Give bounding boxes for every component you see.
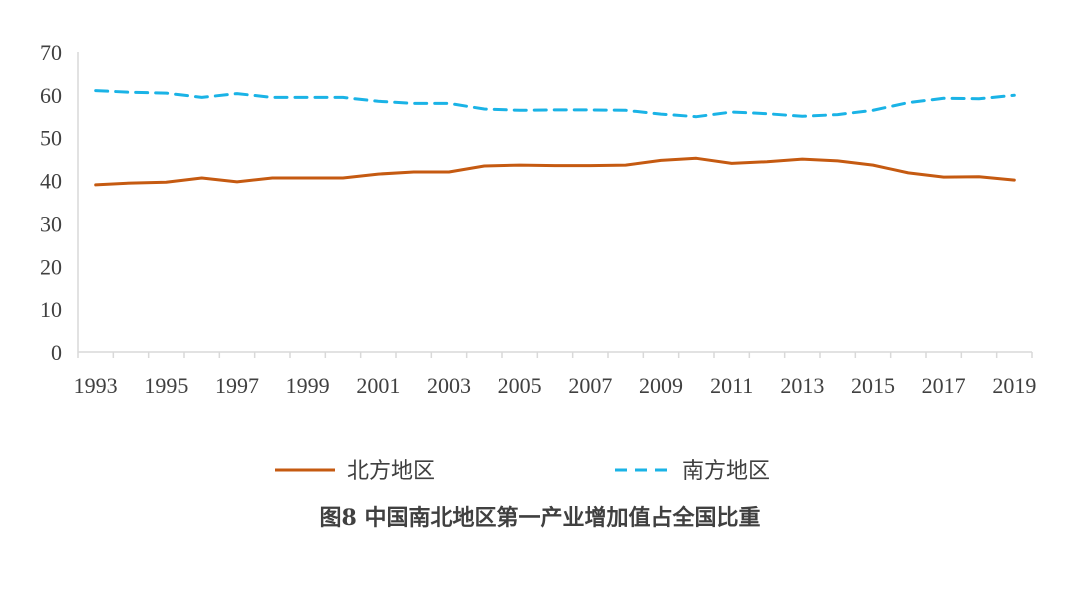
x-tick-label: 2019	[992, 373, 1036, 398]
figure-caption: 图8 中国南北地区第一产业增加值占全国比重	[320, 505, 761, 531]
x-tick-label: 1999	[286, 373, 330, 398]
y-tick-label: 20	[40, 254, 62, 279]
x-tick-label: 2017	[922, 373, 966, 398]
x-axis-ticks	[77, 352, 1033, 358]
legend-label-north: 北方地区	[347, 459, 435, 484]
y-tick-label: 10	[40, 297, 62, 322]
series-line-north	[94, 156, 1016, 187]
y-tick-label: 30	[40, 211, 62, 236]
x-tick-label: 2001	[356, 373, 400, 398]
y-tick-label: 60	[40, 83, 62, 108]
legend-label-south: 南方地区	[682, 459, 770, 484]
x-tick-label: 1993	[74, 373, 118, 398]
x-tick-label: 2005	[498, 373, 542, 398]
x-tick-label: 2007	[568, 373, 612, 398]
x-tick-label: 1997	[215, 373, 259, 398]
x-axis-tick-labels: 1993 1995 1997 1999 2001 2003 2005 2007 2009 2011…	[74, 373, 1037, 398]
legend: 北方地区 南方地区	[275, 459, 770, 484]
y-tick-label: 0	[51, 340, 62, 365]
series-lines	[94, 89, 1016, 187]
y-tick-label: 50	[40, 126, 62, 151]
x-tick-label: 2011	[710, 373, 753, 398]
x-tick-label: 2015	[851, 373, 895, 398]
x-tick-label: 1995	[144, 373, 188, 398]
y-tick-label: 40	[40, 169, 62, 194]
y-tick-label: 70	[40, 40, 62, 65]
y-axis-tick-labels: 0 10 20 30 40 50 60 70	[40, 40, 62, 365]
x-tick-label: 2003	[427, 373, 471, 398]
series-line-south	[94, 89, 1016, 119]
x-tick-label: 2013	[780, 373, 824, 398]
x-tick-label: 2009	[639, 373, 683, 398]
